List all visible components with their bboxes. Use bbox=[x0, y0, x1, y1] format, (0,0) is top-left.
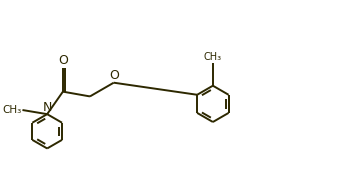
Text: O: O bbox=[58, 54, 68, 67]
Text: CH₃: CH₃ bbox=[204, 52, 222, 62]
Text: N: N bbox=[43, 101, 52, 114]
Text: CH₃: CH₃ bbox=[2, 105, 21, 115]
Text: O: O bbox=[109, 69, 118, 82]
